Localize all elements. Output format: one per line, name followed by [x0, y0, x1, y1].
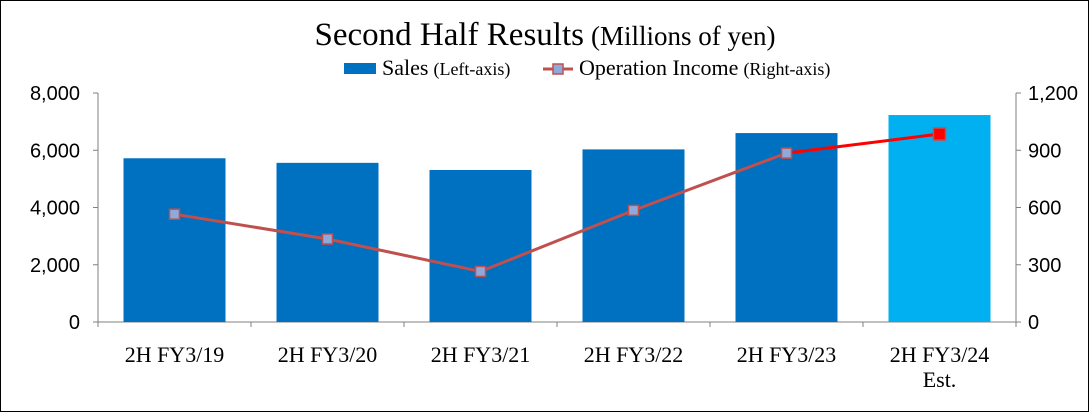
legend-income-marker — [552, 63, 564, 75]
right-tick-label: 0 — [1028, 312, 1039, 334]
income-point — [932, 127, 947, 141]
income-line-segment — [786, 132, 940, 155]
sales-bars — [123, 115, 991, 322]
legend-income-label: Operation Income (Right-axis) — [579, 55, 830, 80]
sales-bar — [582, 149, 685, 322]
left-tick-label: 8,000 — [30, 83, 80, 105]
x-tick-label: 2H FY3/24 — [890, 342, 990, 367]
sales-bar — [123, 158, 226, 322]
chart-legend: Sales (Left-axis) Operation Income (Right-a… — [344, 55, 830, 80]
x-tick-label: 2H FY3/22 — [584, 342, 684, 367]
chart-title-group: Second Half Results (Millions of yen) — [315, 17, 776, 53]
income-point — [168, 208, 181, 220]
right-tick-label: 900 — [1028, 140, 1061, 162]
income-point — [474, 265, 487, 278]
chart-axes: 0 2,000 4,000 6,000 8,000 0 300 600 900 1,200 — [30, 83, 1078, 334]
x-tick-label: 2H FY3/20 — [278, 342, 378, 367]
right-tick-label: 300 — [1028, 255, 1061, 277]
x-axis-labels: 2H FY3/19 2H FY3/20 2H FY3/21 2H FY3/22 2H F… — [125, 342, 990, 392]
income-line-segment — [327, 237, 481, 273]
left-tick-label: 6,000 — [30, 140, 80, 162]
x-tick-label: 2H FY3/23 — [737, 342, 837, 367]
income-point — [627, 204, 640, 217]
sales-bar — [735, 133, 838, 322]
left-tick-label: 0 — [69, 312, 80, 334]
income-line-segment — [479, 208, 635, 273]
operation-income-line — [168, 127, 947, 278]
x-tick-label: 2H FY3/19 — [125, 342, 225, 367]
chart-title: Second Half Results (Millions of yen) — [315, 17, 776, 53]
x-tick-sublabel: Est. — [923, 367, 957, 392]
sales-bar — [888, 115, 991, 322]
income-point — [321, 233, 334, 245]
income-point — [780, 147, 793, 159]
legend-sales-label: Sales (Left-axis) — [382, 55, 510, 80]
left-tick-label: 2,000 — [30, 255, 80, 277]
right-tick-label: 1,200 — [1028, 83, 1078, 105]
legend-sales-swatch — [344, 63, 376, 74]
right-tick-label: 600 — [1028, 198, 1061, 220]
sales-bar — [429, 170, 532, 322]
left-tick-label: 4,000 — [30, 198, 80, 220]
income-line-segment — [174, 212, 328, 241]
income-line-segment — [632, 151, 788, 212]
x-tick-label: 2H FY3/21 — [431, 342, 531, 367]
